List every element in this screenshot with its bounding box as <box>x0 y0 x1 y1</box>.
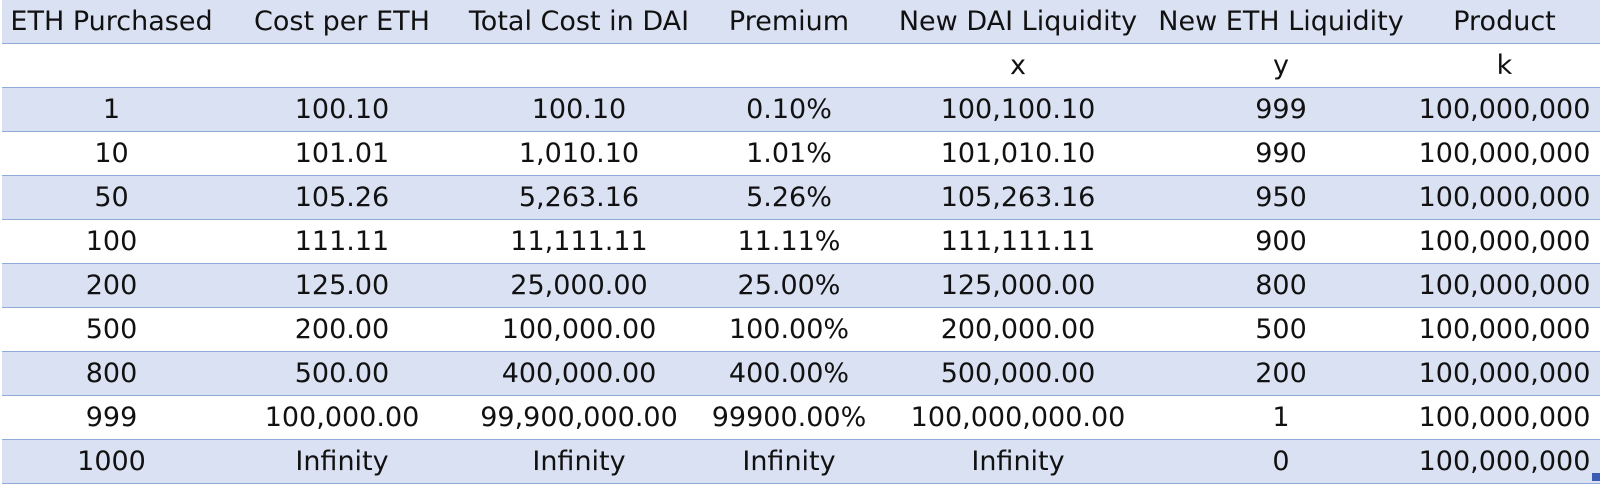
cell-eth-purchased[interactable]: 1000 <box>2 439 221 484</box>
subheader-x[interactable]: x <box>883 43 1153 88</box>
cell-product[interactable]: 100,000,000 <box>1409 131 1600 176</box>
cell-total-cost-dai[interactable]: 11,111.11 <box>463 219 695 264</box>
table-row: 1 100.10 100.10 0.10% 100,100.10 999 100,000,0… <box>2 87 1600 132</box>
cell-new-dai-liquidity[interactable]: 200,000.00 <box>883 307 1153 352</box>
subheader-cell[interactable] <box>695 43 883 88</box>
subheader-y[interactable]: y <box>1153 43 1409 88</box>
cell-total-cost-dai[interactable]: 100.10 <box>463 87 695 132</box>
cell-eth-purchased[interactable]: 100 <box>2 219 221 264</box>
table-body: 1 100.10 100.10 0.10% 100,100.10 999 100,000,0… <box>2 87 1600 484</box>
cell-new-eth-liquidity[interactable]: 0 <box>1153 439 1409 484</box>
cell-new-dai-liquidity[interactable]: 101,010.10 <box>883 131 1153 176</box>
cell-eth-purchased[interactable]: 500 <box>2 307 221 352</box>
table-row: 500 200.00 100,000.00 100.00% 200,000.00 500 1… <box>2 307 1600 352</box>
header-new-eth-liquidity[interactable]: New ETH Liquidity <box>1153 0 1409 44</box>
cell-new-dai-liquidity[interactable]: 100,000,000.00 <box>883 395 1153 440</box>
cell-new-eth-liquidity[interactable]: 800 <box>1153 263 1409 308</box>
header-product[interactable]: Product <box>1409 0 1600 44</box>
cell-cost-per-eth[interactable]: 100.10 <box>221 87 463 132</box>
cell-cost-per-eth[interactable]: Infinity <box>221 439 463 484</box>
resize-handle[interactable] <box>1592 473 1600 481</box>
cell-new-eth-liquidity[interactable]: 1 <box>1153 395 1409 440</box>
cell-premium[interactable]: 1.01% <box>695 131 883 176</box>
header-new-dai-liquidity[interactable]: New DAI Liquidity <box>883 0 1153 44</box>
cell-total-cost-dai[interactable]: 99,900,000.00 <box>463 395 695 440</box>
cell-eth-purchased[interactable]: 10 <box>2 131 221 176</box>
cell-new-eth-liquidity[interactable]: 950 <box>1153 175 1409 220</box>
cell-total-cost-dai[interactable]: Infinity <box>463 439 695 484</box>
cell-eth-purchased[interactable]: 999 <box>2 395 221 440</box>
cell-new-dai-liquidity[interactable]: 500,000.00 <box>883 351 1153 396</box>
cell-product[interactable]: 100,000,000 <box>1409 175 1600 220</box>
table-row: 200 125.00 25,000.00 25.00% 125,000.00 800 100… <box>2 263 1600 308</box>
table-row: 1000 Infinity Infinity Infinity Infinity 0 100… <box>2 439 1600 484</box>
cell-new-eth-liquidity[interactable]: 990 <box>1153 131 1409 176</box>
cell-cost-per-eth[interactable]: 105.26 <box>221 175 463 220</box>
table-row: 10 101.01 1,010.10 1.01% 101,010.10 990 100,00… <box>2 131 1600 176</box>
cell-eth-purchased[interactable]: 50 <box>2 175 221 220</box>
cell-total-cost-dai[interactable]: 100,000.00 <box>463 307 695 352</box>
cell-new-eth-liquidity[interactable]: 500 <box>1153 307 1409 352</box>
header-row: ETH Purchased Cost per ETH Total Cost in… <box>2 0 1600 44</box>
cell-product[interactable]: 100,000,000 <box>1409 263 1600 308</box>
table-row: 50 105.26 5,263.16 5.26% 105,263.16 950 100,00… <box>2 175 1600 220</box>
subheader-cell[interactable] <box>221 43 463 88</box>
subheader-cell[interactable] <box>2 43 221 88</box>
cell-premium[interactable]: 100.00% <box>695 307 883 352</box>
cell-product[interactable]: 100,000,000 <box>1409 395 1600 440</box>
cell-product[interactable]: 100,000,000 <box>1409 87 1600 132</box>
cell-total-cost-dai[interactable]: 5,263.16 <box>463 175 695 220</box>
header-premium[interactable]: Premium <box>695 0 883 44</box>
cell-new-eth-liquidity[interactable]: 900 <box>1153 219 1409 264</box>
cell-product[interactable]: 100,000,000 <box>1409 307 1600 352</box>
cell-total-cost-dai[interactable]: 25,000.00 <box>463 263 695 308</box>
cell-cost-per-eth[interactable]: 125.00 <box>221 263 463 308</box>
cell-premium[interactable]: 5.26% <box>695 175 883 220</box>
cell-eth-purchased[interactable]: 800 <box>2 351 221 396</box>
cell-premium[interactable]: 0.10% <box>695 87 883 132</box>
header-eth-purchased[interactable]: ETH Purchased <box>2 0 221 44</box>
cell-premium[interactable]: 11.11% <box>695 219 883 264</box>
cell-premium[interactable]: 99900.00% <box>695 395 883 440</box>
table-row: 100 111.11 11,111.11 11.11% 111,111.11 900 100… <box>2 219 1600 264</box>
cell-product[interactable]: 100,000,000 <box>1409 351 1600 396</box>
subheader-row: x y k <box>2 43 1600 88</box>
cell-premium[interactable]: 25.00% <box>695 263 883 308</box>
cell-new-dai-liquidity[interactable]: 125,000.00 <box>883 263 1153 308</box>
cell-cost-per-eth[interactable]: 111.11 <box>221 219 463 264</box>
subheader-cell[interactable] <box>463 43 695 88</box>
cell-new-eth-liquidity[interactable]: 200 <box>1153 351 1409 396</box>
cell-new-dai-liquidity[interactable]: 105,263.16 <box>883 175 1153 220</box>
cell-cost-per-eth[interactable]: 101.01 <box>221 131 463 176</box>
cell-eth-purchased[interactable]: 200 <box>2 263 221 308</box>
cell-new-eth-liquidity[interactable]: 999 <box>1153 87 1409 132</box>
cell-total-cost-dai[interactable]: 1,010.10 <box>463 131 695 176</box>
table-row: 800 500.00 400,000.00 400.00% 500,000.00 200 1… <box>2 351 1600 396</box>
cell-product[interactable]: 100,000,000 <box>1409 219 1600 264</box>
cell-total-cost-dai[interactable]: 400,000.00 <box>463 351 695 396</box>
header-total-cost-dai[interactable]: Total Cost in DAI <box>463 0 695 44</box>
cell-cost-per-eth[interactable]: 100,000.00 <box>221 395 463 440</box>
header-cost-per-eth[interactable]: Cost per ETH <box>221 0 463 44</box>
cell-new-dai-liquidity[interactable]: 100,100.10 <box>883 87 1153 132</box>
subheader-k[interactable]: k <box>1409 43 1600 88</box>
table-row: 999 100,000.00 99,900,000.00 99900.00% 100,0… <box>2 395 1600 440</box>
cell-eth-purchased[interactable]: 1 <box>2 87 221 132</box>
cell-new-dai-liquidity[interactable]: Infinity <box>883 439 1153 484</box>
cell-product[interactable]: 100,000,000 <box>1409 439 1600 484</box>
cell-cost-per-eth[interactable]: 500.00 <box>221 351 463 396</box>
cell-cost-per-eth[interactable]: 200.00 <box>221 307 463 352</box>
cell-premium[interactable]: 400.00% <box>695 351 883 396</box>
cell-premium[interactable]: Infinity <box>695 439 883 484</box>
cell-new-dai-liquidity[interactable]: 111,111.11 <box>883 219 1153 264</box>
